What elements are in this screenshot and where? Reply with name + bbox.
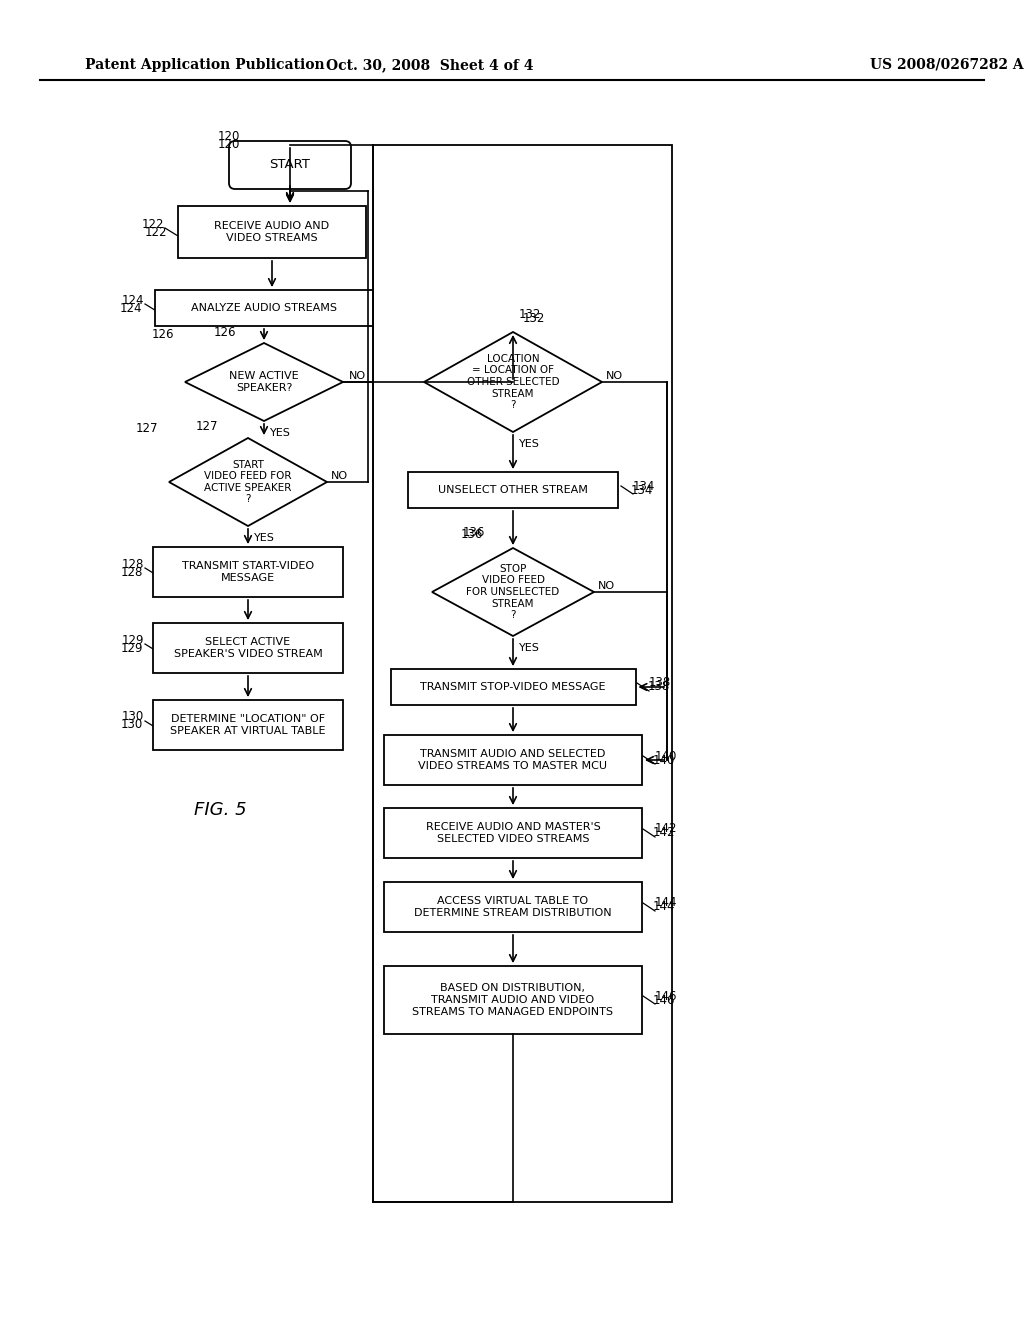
Text: 122: 122 [144,226,167,239]
Text: 130: 130 [122,710,144,723]
Bar [384,808,642,858]
Text: 142: 142 [653,826,676,840]
Text: BASED ON DISTRIBUTION,
TRANSMIT AUDIO AND VIDEO
STREAMS TO MANAGED ENDPOINTS: BASED ON DISTRIBUTION, TRANSMIT AUDIO AN… [413,983,613,1016]
Text: TRANSMIT STOP-VIDEO MESSAGE: TRANSMIT STOP-VIDEO MESSAGE [420,682,606,692]
Text: 122: 122 [141,218,164,231]
Text: 134: 134 [631,483,653,496]
Text: 134: 134 [633,479,655,492]
Text: LOCATION
= LOCATION OF
OTHER SELECTED
STREAM
?: LOCATION = LOCATION OF OTHER SELECTED ST… [467,354,559,411]
Text: 146: 146 [653,994,676,1006]
Text: TRANSMIT AUDIO AND SELECTED
VIDEO STREAMS TO MASTER MCU: TRANSMIT AUDIO AND SELECTED VIDEO STREAM… [419,750,607,771]
Text: 142: 142 [655,822,678,836]
Bar [384,966,642,1034]
Text: UNSELECT OTHER STREAM: UNSELECT OTHER STREAM [438,484,588,495]
Text: Oct. 30, 2008  Sheet 4 of 4: Oct. 30, 2008 Sheet 4 of 4 [327,58,534,73]
Text: START
VIDEO FEED FOR
ACTIVE SPEAKER
?: START VIDEO FEED FOR ACTIVE SPEAKER ? [204,459,292,504]
Text: DETERMINE "LOCATION" OF
SPEAKER AT VIRTUAL TABLE: DETERMINE "LOCATION" OF SPEAKER AT VIRTU… [170,714,326,735]
Text: 120: 120 [218,129,241,143]
Text: START: START [269,158,310,172]
Text: 127: 127 [196,420,218,433]
Text: US 2008/0267282 A1: US 2008/0267282 A1 [870,58,1024,73]
Text: NO: NO [349,371,367,381]
Bar [390,669,636,705]
Bar [153,700,343,750]
Bar [178,206,366,257]
Text: YES: YES [519,440,540,449]
Polygon shape [424,333,602,432]
Polygon shape [169,438,327,525]
Text: 132: 132 [523,312,546,325]
Text: YES: YES [254,533,274,543]
Text: 140: 140 [655,750,677,763]
Text: 144: 144 [653,900,676,913]
Text: 128: 128 [121,565,143,578]
Polygon shape [432,548,594,636]
Text: 138: 138 [649,676,672,689]
Bar [384,882,642,932]
Text: 138: 138 [648,681,671,693]
Polygon shape [185,343,343,421]
Text: 126: 126 [152,327,174,341]
Text: SELECT ACTIVE
SPEAKER'S VIDEO STREAM: SELECT ACTIVE SPEAKER'S VIDEO STREAM [174,638,323,659]
Text: 144: 144 [655,896,678,909]
Bar [153,546,343,597]
Text: 120: 120 [218,139,241,152]
Text: RECEIVE AUDIO AND
VIDEO STREAMS: RECEIVE AUDIO AND VIDEO STREAMS [214,222,330,243]
Text: FIG. 5: FIG. 5 [194,801,247,818]
Text: 130: 130 [121,718,143,731]
Text: NO: NO [598,581,615,591]
Text: 136: 136 [463,525,485,539]
Text: ANALYZE AUDIO STREAMS: ANALYZE AUDIO STREAMS [191,304,337,313]
Text: 127: 127 [135,421,158,434]
Text: 129: 129 [121,642,143,655]
Text: 126: 126 [214,326,237,338]
Text: TRANSMIT START-VIDEO
MESSAGE: TRANSMIT START-VIDEO MESSAGE [182,561,314,583]
Text: RECEIVE AUDIO AND MASTER'S
SELECTED VIDEO STREAMS: RECEIVE AUDIO AND MASTER'S SELECTED VIDE… [426,822,600,843]
Bar [408,473,618,508]
Text: 128: 128 [122,557,144,570]
Bar [155,290,373,326]
Text: YES: YES [270,428,291,438]
Text: 140: 140 [653,754,676,767]
Text: YES: YES [519,643,540,653]
Bar [384,735,642,785]
Text: NO: NO [606,371,624,381]
Text: 136: 136 [461,528,483,540]
Bar [373,145,672,1203]
Text: NO: NO [331,471,348,480]
FancyBboxPatch shape [229,141,351,189]
Bar [153,623,343,673]
Text: STOP
VIDEO FEED
FOR UNSELECTED
STREAM
?: STOP VIDEO FEED FOR UNSELECTED STREAM ? [466,564,560,620]
Text: 132: 132 [519,308,542,321]
Text: 124: 124 [120,301,142,314]
Text: Patent Application Publication: Patent Application Publication [85,58,325,73]
Text: 124: 124 [122,293,144,306]
Text: 146: 146 [655,990,678,1002]
Text: ACCESS VIRTUAL TABLE TO
DETERMINE STREAM DISTRIBUTION: ACCESS VIRTUAL TABLE TO DETERMINE STREAM… [414,896,611,917]
Text: NEW ACTIVE
SPEAKER?: NEW ACTIVE SPEAKER? [229,371,299,393]
Text: 129: 129 [122,634,144,647]
